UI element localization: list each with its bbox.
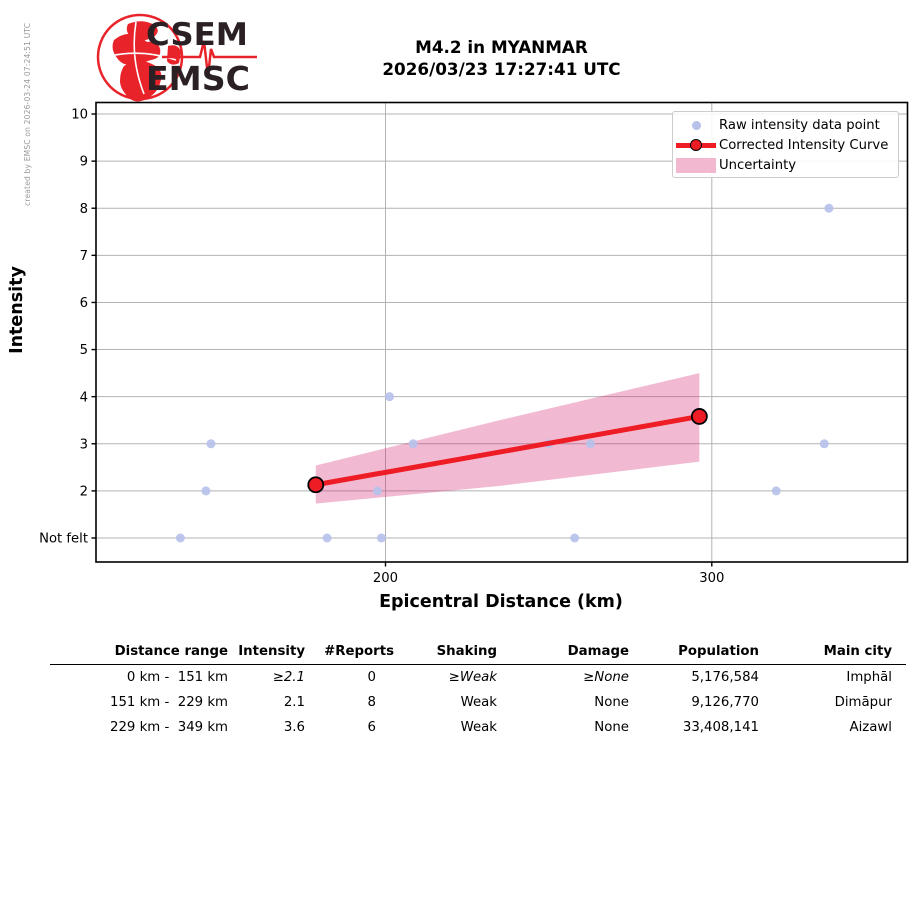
axis-ticks [91, 113, 713, 567]
table-cell: Dimāpur [834, 695, 892, 710]
y-tick-label: 5 [80, 343, 88, 358]
raw-data-point [824, 203, 834, 213]
corrected-intensity-curve [307, 408, 708, 494]
table-cell: 6 [367, 720, 376, 735]
legend-item-uncertainty: Uncertainty [673, 155, 898, 175]
table-header-row: Distance range Intensity #Reports Shaking Da… [50, 640, 906, 662]
table-header-cell: Damage [567, 643, 629, 659]
table-cell: 2.1 [283, 695, 305, 710]
raw-data-point [408, 439, 418, 449]
uncertainty-polygon [315, 373, 700, 504]
table-row: 151 km - 229 km 2.1 8 Weak None 9,126,770 Dimā… [50, 690, 906, 715]
table-cell: 229 km - 349 km [110, 720, 228, 735]
y-tick-label: 2 [80, 484, 88, 499]
legend-label: Raw intensity data point [719, 117, 880, 133]
table-cell: Weak [460, 695, 497, 710]
table-cell: 33,408,141 [682, 720, 759, 735]
chart-legend: Raw intensity data point Corrected Inten… [672, 111, 899, 178]
legend-label: Uncertainty [719, 157, 797, 173]
plot-frame [95, 101, 909, 563]
x-axis-label: Epicentral Distance (km) [379, 592, 623, 612]
y-tick-label: 7 [80, 249, 88, 264]
table-cell: None [594, 695, 629, 710]
table-cell: 9,126,770 [691, 695, 759, 710]
y-tick-label: 8 [80, 202, 88, 217]
table-cell: ≥2.1 [272, 670, 305, 685]
uncertainty-icon [676, 157, 716, 173]
header-underline [50, 664, 906, 665]
table-header-cell: Population [678, 643, 759, 659]
legend-label: Corrected Intensity Curve [719, 137, 889, 153]
logo-text-emsc: EMSC [146, 59, 250, 98]
logo-text-csem: CSEM [146, 17, 248, 53]
raw-data-point [376, 533, 386, 543]
y-tick-label: 6 [80, 296, 88, 311]
curve-icon [676, 139, 716, 151]
table-body: 0 km - 151 km ≥2.1 0 ≥Weak ≥None 5,176,584 Imp… [50, 665, 906, 740]
intensity-table: Distance range Intensity #Reports Shaking Da… [50, 640, 906, 740]
raw-data-point [819, 439, 829, 449]
x-tick-label: 200 [373, 571, 398, 586]
curve-endpoint-marker [690, 408, 708, 425]
raw-point-icon [691, 120, 701, 130]
raw-data-points [175, 203, 834, 543]
table-header-cell: Main city [823, 643, 892, 659]
y-tick-label: 4 [80, 390, 88, 405]
table-cell: 0 [367, 670, 376, 685]
raw-data-point [385, 392, 395, 402]
y-tick-label: 9 [80, 155, 88, 170]
raw-data-point [771, 486, 781, 496]
table-cell: 5,176,584 [691, 670, 759, 685]
raw-data-point [201, 486, 211, 496]
table-row: 0 km - 151 km ≥2.1 0 ≥Weak ≥None 5,176,584 Imp… [50, 665, 906, 690]
y-tick-label: 3 [80, 437, 88, 452]
axis-tick-labels: Not felt 2 3 4 5 6 7 8 9 10 200 300 [39, 108, 724, 586]
raw-data-point [570, 533, 580, 543]
table-cell: ≥None [583, 670, 629, 685]
curve-line [315, 413, 700, 488]
raw-data-point [585, 439, 595, 449]
uncertainty-band [315, 373, 700, 504]
table-cell: ≥Weak [448, 670, 497, 685]
raw-data-point [175, 533, 185, 543]
table-cell: 151 km - 229 km [110, 695, 228, 710]
title-line-2: 2026/03/23 17:27:41 UTC [382, 59, 621, 79]
y-tick-label: 10 [71, 108, 88, 123]
legend-item-curve: Corrected Intensity Curve [673, 135, 898, 155]
legend-item-raw: Raw intensity data point [673, 115, 898, 135]
y-tick-label: Not felt [39, 532, 88, 547]
csem-emsc-logo: CSEM EMSC [96, 13, 257, 102]
raw-data-point [322, 533, 332, 543]
table-cell: 8 [367, 695, 376, 710]
page-title: M4.2 in MYANMAR 2026/03/23 17:27:41 UTC [96, 36, 907, 80]
globe-icon [96, 13, 184, 102]
table-cell: Aizawl [849, 720, 893, 735]
table-cell: 0 km - 151 km [126, 670, 228, 685]
table-row: 229 km - 349 km 3.6 6 Weak None 33,408,141 Aiz… [50, 715, 906, 740]
x-tick-label: 300 [699, 571, 724, 586]
table-cell: Imphāl [846, 670, 892, 685]
table-cell: 3.6 [283, 720, 305, 735]
table-header-cell: Shaking [436, 643, 497, 659]
table-header-cell: Intensity [238, 643, 305, 659]
y-axis-label: Intensity [7, 265, 27, 353]
title-line-1: M4.2 in MYANMAR [415, 37, 588, 57]
table-cell: None [594, 720, 629, 735]
curve-endpoint-marker [307, 476, 325, 494]
intensity-chart: Not felt 2 3 4 5 6 7 8 9 10 200 300 Intensity Epice… [7, 101, 909, 612]
raw-data-point [372, 486, 382, 496]
raw-data-point [206, 439, 216, 449]
table-header-cell: Distance range [114, 643, 228, 659]
seismogram-icon [162, 40, 257, 77]
table-header-cell: #Reports [324, 643, 394, 659]
table-cell: Weak [460, 720, 497, 735]
